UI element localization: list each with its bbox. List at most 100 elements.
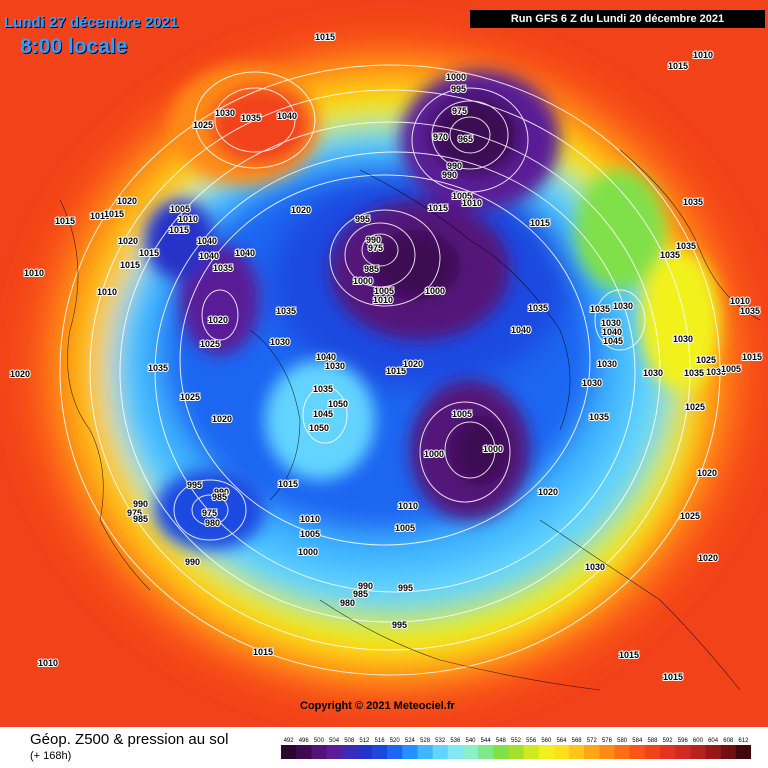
pressure-label: 1040 (277, 111, 297, 121)
pressure-label: 1005 (452, 409, 472, 419)
scale-tick-label: 524 (405, 738, 416, 744)
pressure-label: 990 (447, 161, 462, 171)
pressure-label: 985 (212, 492, 227, 502)
scale-swatch (478, 745, 494, 759)
pressure-label: 1040 (199, 251, 219, 261)
pressure-label: 995 (187, 480, 202, 490)
pressure-label: 1025 (193, 120, 213, 130)
scale-swatch (735, 745, 751, 759)
scale-swatch (553, 745, 570, 759)
pressure-label: 980 (205, 518, 220, 528)
forecast-date: Lundi 27 décembre 2021 (4, 14, 179, 31)
pressure-label: 1035 (590, 304, 610, 314)
scale-tick-label: 492 (284, 738, 295, 744)
pressure-label: 1000 (483, 444, 503, 454)
pressure-label: 1035 (589, 412, 609, 422)
pressure-label: 1020 (538, 487, 558, 497)
pressure-label: 1015 (428, 203, 448, 213)
scale-swatch (569, 745, 585, 759)
pressure-label: 1025 (696, 355, 716, 365)
pressure-label: 1010 (398, 501, 418, 511)
scale-tick-label: 544 (481, 738, 492, 744)
pressure-label: 965 (458, 134, 473, 144)
pressure-label: 990 (214, 487, 229, 497)
pressure-label: 1015 (104, 209, 124, 219)
pressure-label: 1015 (663, 672, 683, 682)
pressure-label: 1015 (386, 366, 406, 376)
forecast-time: 8:00 locale (20, 35, 128, 58)
color-field (0, 0, 768, 727)
scale-tick-label: 612 (738, 738, 749, 744)
scale-tick-label: 584 (632, 738, 643, 744)
pressure-label: 1030 (585, 562, 605, 572)
scale-tick-label: 564 (556, 738, 567, 744)
scale-tick-label: 552 (511, 738, 522, 744)
pressure-label: 1010 (24, 268, 44, 278)
pressure-label: 1035 (313, 384, 333, 394)
scale-tick-label: 528 (420, 738, 431, 744)
scale-swatch (538, 745, 555, 759)
scale-tick-label: 512 (359, 738, 370, 744)
pressure-label: 1015 (315, 32, 335, 42)
pressure-label: 1040 (511, 325, 531, 335)
pressure-label: 1035 (684, 368, 704, 378)
pressure-label: 1005 (452, 191, 472, 201)
scale-tick-label: 580 (617, 738, 628, 744)
pressure-label: 990 (185, 557, 200, 567)
pressure-label: 1045 (313, 409, 333, 419)
scale-tick-label: 496 (299, 738, 310, 744)
scale-tick-label: 576 (602, 738, 613, 744)
footer-title: Géop. Z500 & pression au sol (30, 731, 229, 748)
scale-swatch (341, 745, 358, 759)
pressure-label: 975 (368, 243, 383, 253)
pressure-label: 1010 (693, 50, 713, 60)
pressure-label: 1020 (291, 205, 311, 215)
pressure-label: 1030 (270, 337, 290, 347)
pressure-label: 1015 (278, 479, 298, 489)
scale-tick-label: 600 (693, 738, 704, 744)
scale-swatch (584, 745, 600, 759)
pressure-label: 1030 (325, 361, 345, 371)
scale-tick-label: 568 (572, 738, 583, 744)
scale-tick-label: 588 (647, 738, 658, 744)
pressure-label: 1010 (730, 296, 750, 306)
pressure-label: 1025 (180, 392, 200, 402)
scale-tick-label: 560 (541, 738, 552, 744)
pressure-label: 1010 (38, 658, 58, 668)
scale-swatch (387, 745, 403, 759)
pressure-label: 995 (451, 84, 466, 94)
scale-tick-label: 500 (314, 738, 325, 744)
scale-swatch (523, 745, 540, 759)
scale-tick-label: 604 (708, 738, 719, 744)
pressure-label: 1030 (597, 359, 617, 369)
pressure-label: 1015 (253, 647, 273, 657)
pressure-label: 1045 (603, 336, 623, 346)
scale-swatch (296, 745, 312, 759)
scale-swatch (675, 745, 691, 759)
pressure-label: 1020 (118, 236, 138, 246)
isobar-lines (59, 64, 721, 676)
coastlines (59, 149, 761, 691)
pressure-label: 1020 (697, 468, 717, 478)
pressure-label: 1030 (582, 378, 602, 388)
scale-tick-label: 536 (450, 738, 461, 744)
pressure-label: 1040 (235, 248, 255, 258)
pressure-label: 995 (355, 214, 370, 224)
pressure-label: 1010 (300, 514, 320, 524)
scale-swatch (417, 745, 434, 759)
scale-tick-label: 572 (587, 738, 598, 744)
scale-tick-label: 556 (526, 738, 537, 744)
pressure-label: 1040 (316, 352, 336, 362)
pressure-label: 975 (452, 106, 467, 116)
scale-swatch (447, 745, 464, 759)
pressure-label: 1035 (660, 250, 680, 260)
scale-tick-label: 532 (435, 738, 446, 744)
pressure-label: 1025 (685, 402, 705, 412)
scale-swatch (720, 745, 737, 759)
pressure-label: 1030 (706, 367, 726, 377)
pressure-label: 985 (353, 589, 368, 599)
scale-swatch (356, 745, 373, 759)
pressure-label: 1035 (276, 306, 296, 316)
